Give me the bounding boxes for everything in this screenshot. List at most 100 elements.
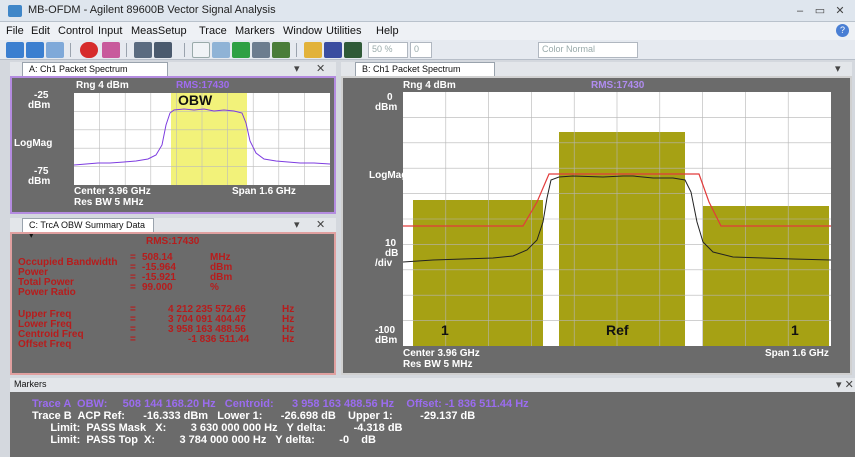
markers-header: Markers (10, 378, 855, 392)
summary-row: Power (18, 267, 49, 278)
summary-value: -15.964 (142, 262, 176, 273)
maximize-icon[interactable]: ▭ (814, 5, 826, 17)
freq-value: 3 958 163 488.56 (168, 324, 246, 335)
trace-b-top-unit: dBm (375, 102, 398, 113)
menu-help[interactable]: Help (376, 25, 399, 37)
close-window-c-icon[interactable]: ✕ (316, 219, 326, 231)
freq-eq: = (130, 334, 136, 345)
title-bar: MB-OFDM - Agilent 89600B Vector Signal A… (0, 0, 855, 22)
trace-c-frame (10, 232, 336, 375)
obw-region (171, 93, 247, 185)
trace-a-rbw: Res BW 5 MHz (74, 197, 144, 208)
plot-a-grid (74, 93, 330, 185)
freq-unit: Hz (282, 334, 295, 345)
play-icon[interactable] (6, 42, 24, 58)
restart-icon[interactable] (46, 42, 64, 58)
acp-mask-line (403, 173, 831, 227)
marker-bars-icon[interactable] (252, 42, 270, 58)
freq-eq: = (130, 314, 136, 325)
layout-icon[interactable] (154, 42, 172, 58)
obw-label: OBW (178, 92, 213, 108)
minimize-icon[interactable]: – (796, 5, 804, 17)
trace-a-bottom-unit: dBm (28, 176, 51, 187)
toolbar-separator (126, 43, 127, 57)
trace-a-center: Center 3.96 GHz (74, 186, 151, 197)
plot-b-grid (403, 92, 831, 346)
autoscale-icon[interactable] (304, 42, 322, 58)
trace-b-bottom-ref: -100 (375, 325, 396, 336)
trace-a-range: Rng 4 dBm (76, 80, 129, 91)
marker-tool-icon[interactable] (212, 42, 230, 58)
trace-a-spectrum (74, 108, 330, 166)
trace-b-top-ref: 0 (387, 92, 393, 103)
pause-icon[interactable] (26, 42, 44, 58)
window-a-header: A: Ch1 Packet Spectrum ▾ ✕ (10, 62, 336, 76)
summary-value: 99.000 (142, 282, 173, 293)
trace-c-rms: RMS:17430 (146, 236, 200, 247)
trace-b-span: Span 1.6 GHz (765, 348, 829, 359)
peak-marker-icon[interactable] (232, 42, 250, 58)
freq-unit: Hz (282, 304, 295, 315)
menu-window[interactable]: Window (283, 25, 323, 37)
summary-row: Total Power (18, 277, 74, 288)
chevron-down-icon[interactable]: ▾ (29, 230, 34, 240)
tab-trace-a[interactable]: A: Ch1 Packet Spectrum (22, 62, 168, 76)
help-icon[interactable]: ? (836, 24, 849, 37)
menu-markers[interactable]: Markers (235, 25, 275, 37)
preset-icon[interactable] (102, 42, 120, 58)
menu-file[interactable]: File (6, 25, 24, 37)
summary-value: -15.921 (142, 272, 176, 283)
trace-a-frame (10, 76, 336, 214)
acp-bar-ref-label: Ref (606, 322, 629, 338)
tab-trace-b[interactable]: B: Ch1 Packet Spectrum (355, 62, 495, 76)
app-icon (8, 5, 22, 17)
acp-bar-ref (559, 132, 685, 346)
pin-icon[interactable]: ▾ (294, 63, 300, 75)
trace-a-scale: LogMag (14, 138, 53, 149)
summary-eq: = (130, 282, 136, 293)
close-markers-icon[interactable]: ▾ ✕ (836, 379, 854, 391)
freq-eq: = (130, 304, 136, 315)
window-c-header: C: TrcA OBW Summary Data ▾ ▾ ✕ (10, 218, 336, 240)
window-b-header: B: Ch1 Packet Spectrum ▾ (341, 62, 852, 76)
trace-b-bottom-unit: dBm (375, 335, 398, 346)
trace-a-top-unit: dBm (28, 100, 51, 111)
freq-row: Lower Freq (18, 319, 72, 330)
record-icon[interactable] (80, 42, 98, 58)
summary-unit: dBm (210, 262, 233, 273)
close-icon[interactable]: ✕ (835, 5, 845, 17)
toolbar-separator (184, 43, 185, 57)
trace-b-spectrum (403, 175, 831, 263)
close-window-a-icon[interactable]: ✕ (316, 63, 326, 75)
menu-input[interactable]: Input (98, 25, 123, 37)
pin-icon[interactable]: ▾ (294, 219, 300, 231)
pin-icon[interactable]: ▾ (835, 63, 841, 75)
summary-row: Occupied Bandwidth (18, 257, 118, 268)
marker-m-icon[interactable] (272, 42, 290, 58)
zoom-field[interactable]: 50 % (368, 42, 408, 58)
window-trace-c: C: TrcA OBW Summary Data ▾ ▾ ✕ RMS:17430… (10, 218, 336, 375)
freq-row: Offset Freq (18, 339, 72, 350)
tab-trace-c[interactable]: C: TrcA OBW Summary Data ▾ (22, 218, 154, 240)
freq-row: Centroid Freq (18, 329, 84, 340)
toolbar-separator (296, 43, 297, 57)
menu-control[interactable]: Control (58, 25, 94, 37)
grid-icon[interactable] (324, 42, 342, 58)
menu-edit[interactable]: Edit (31, 25, 50, 37)
toolbar: 50 % 0 Color Normal (0, 40, 855, 60)
menu-trace[interactable]: Trace (199, 25, 227, 37)
pointer-icon[interactable] (192, 42, 210, 58)
config-icon[interactable] (134, 42, 152, 58)
summary-value: 508.14 (142, 252, 173, 263)
freq-eq: = (130, 324, 136, 335)
trace-b-div-value: 10 (385, 238, 397, 249)
menu-meassetup[interactable]: MeasSetup (131, 25, 187, 37)
summary-unit: % (210, 282, 219, 293)
zoom-extra-field[interactable]: 0 (410, 42, 432, 58)
color-scheme-dropdown[interactable]: Color Normal (538, 42, 638, 58)
freq-value: 3 704 091 404.47 (168, 314, 246, 325)
menu-bar: File Edit Control Input MeasSetup Trace … (0, 22, 855, 40)
display-icon[interactable] (344, 42, 362, 58)
menu-utilities[interactable]: Utilities (326, 25, 362, 37)
trace-b-div-unit: dB (385, 248, 399, 259)
